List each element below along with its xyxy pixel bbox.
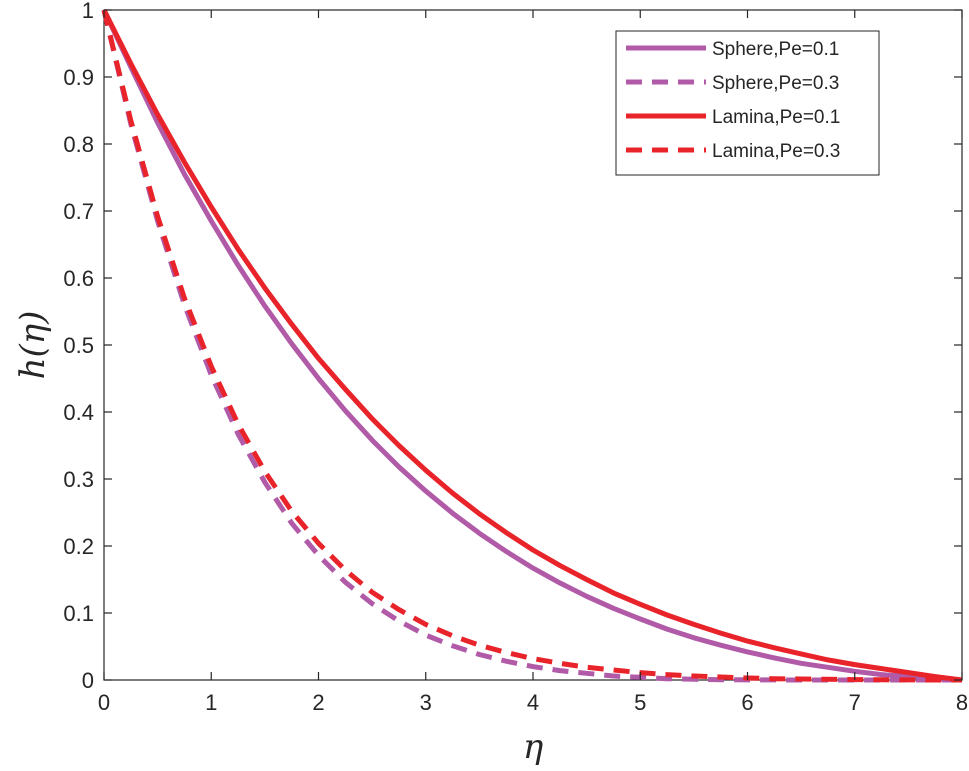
x-tick-label: 1 xyxy=(205,690,217,715)
legend-entry-label: Sphere,Pe=0.3 xyxy=(712,73,839,94)
y-tick-label: 1 xyxy=(82,0,94,23)
legend-entry-label: Lamina,Pe=0.3 xyxy=(712,141,840,162)
series-line-2 xyxy=(101,9,962,683)
x-tick-label: 3 xyxy=(420,690,432,715)
x-tick-label: 4 xyxy=(527,690,539,715)
series-line-4 xyxy=(101,9,962,683)
x-axis-label: η xyxy=(523,727,544,767)
y-tick-label: 0.4 xyxy=(63,400,94,425)
series-line-3 xyxy=(101,8,963,683)
legend-entry-label: Lamina,Pe=0.1 xyxy=(712,107,840,128)
x-tick-label: 0 xyxy=(98,690,110,715)
y-tick-label: 0 xyxy=(82,668,94,693)
y-tick-label: 0.7 xyxy=(63,199,94,224)
y-tick-label: 0.8 xyxy=(63,132,94,157)
x-tick-label: 5 xyxy=(634,690,646,715)
x-tick-label: 8 xyxy=(956,690,968,715)
x-tick-label: 2 xyxy=(312,690,324,715)
series-line-1 xyxy=(101,8,963,683)
legend-entry-label: Sphere,Pe=0.1 xyxy=(712,39,839,60)
x-tick-label: 6 xyxy=(741,690,753,715)
y-tick-label: 0.6 xyxy=(63,266,94,291)
y-tick-label: 0.2 xyxy=(63,534,94,559)
y-tick-label: 0.1 xyxy=(63,601,94,626)
series-layer xyxy=(101,8,963,683)
y-tick-label: 0.5 xyxy=(63,333,94,358)
legend: Sphere,Pe=0.1 Sphere,Pe=0.3 Lamina,Pe=0.1 L… xyxy=(615,30,880,176)
axes xyxy=(103,9,963,681)
y-tick-label: 0.9 xyxy=(63,65,94,90)
x-tick-label: 7 xyxy=(849,690,861,715)
y-axis-label: h(η) xyxy=(13,311,53,380)
y-tick-label: 0.3 xyxy=(63,467,94,492)
tick-labels: 0 1 2 3 4 5 6 7 8 0 0.1 0.2 0.3 0.4 0.5 0.6 0.7 0.8 0.9 1 xyxy=(63,0,968,715)
